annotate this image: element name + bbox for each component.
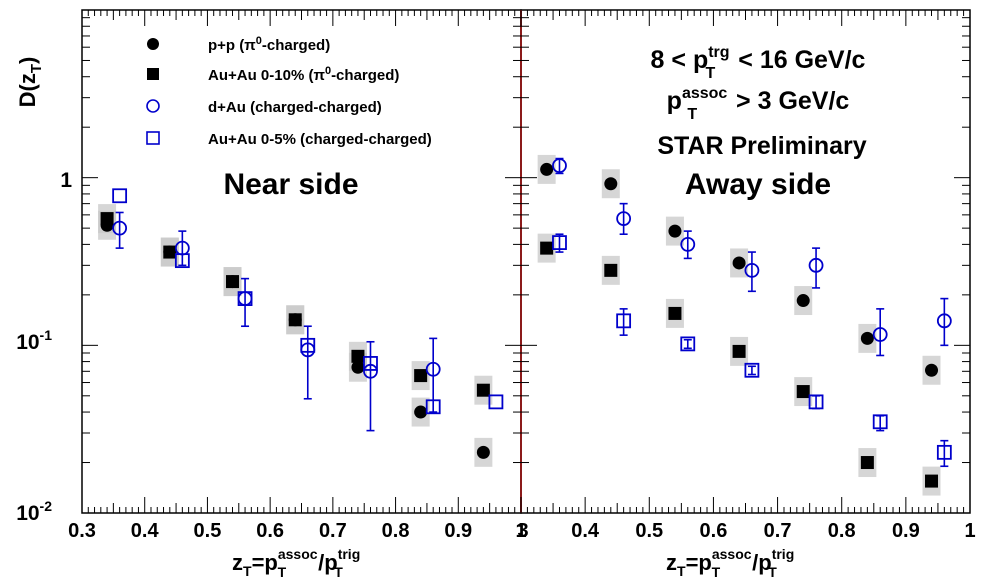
legend-marker-dau [146, 99, 160, 113]
x-tick-label: 0.4 [131, 520, 160, 542]
systematic-bands [98, 154, 941, 496]
data-point-auau-0-10 [414, 369, 428, 383]
legend-marker-pp [147, 38, 159, 50]
data-point-auau-0-5 [425, 399, 441, 415]
x-tick-label: 0.5 [194, 520, 222, 542]
data-point-pp [668, 224, 682, 238]
x-tick-label: 0.9 [444, 520, 472, 542]
x-tick-label: 0.6 [700, 520, 728, 542]
x-tick-label: 0.3 [68, 520, 96, 542]
data-point-dau [808, 257, 824, 273]
legend-marker-auau-010 [147, 68, 159, 80]
x-tick-label: 0.5 [635, 520, 663, 542]
data-point-auau-0-5 [744, 362, 760, 378]
x-axis-labels: zT=passoc T/ptrig T zT=passoc T/ptrig T [232, 546, 794, 580]
data-point-auau-0-10 [100, 212, 114, 226]
legend-label-pp: p+p (π0-charged) [208, 35, 330, 54]
data-point-auau-0-5 [680, 336, 696, 352]
data-point-auau-0-5 [616, 313, 632, 329]
x-tick-label: 3 [517, 520, 528, 542]
data-point-auau-0-5 [300, 337, 316, 353]
data-point-auau-0-10 [351, 349, 365, 363]
x-tick-label: 0.6 [256, 520, 284, 542]
data-point-auau-0-10 [604, 263, 618, 277]
data-point-pp [540, 162, 554, 176]
data-point-dau [552, 158, 567, 174]
trigger-pt-range: 8 < ptrg T < 16 GeV/c [651, 44, 866, 82]
x-tick-label: 0.7 [764, 520, 792, 542]
data-point-auau-0-10 [925, 474, 939, 488]
near-side-frame [81, 9, 522, 514]
data-point-auau-0-5 [112, 188, 128, 204]
data-point-pp [604, 177, 618, 191]
y-axis-label-sub: T [28, 64, 45, 73]
data-point-auau-0-10 [540, 241, 554, 255]
legend-marker-auau-05 [146, 131, 160, 145]
data-point-dau [744, 262, 760, 278]
y-axis-label-main: D(z [15, 73, 40, 107]
x-tick-label: 1 [515, 520, 526, 542]
away-side-title: Away side [685, 168, 831, 201]
data-point-dau [936, 313, 952, 329]
x-tick-label: 0.9 [892, 520, 920, 542]
data-point-dau [425, 361, 441, 377]
data-point-auau-0-5 [237, 291, 253, 306]
data-point-auau-0-10 [226, 275, 240, 289]
data-point-pp [925, 363, 939, 377]
data-markers [100, 158, 952, 488]
data-point-auau-0-5 [552, 235, 567, 250]
data-point-pp [351, 360, 365, 374]
x-tick-label: 0.7 [319, 520, 347, 542]
data-point-auau-0-5 [808, 394, 824, 410]
x-axis-label-left: zT=passoc T/ptrig T [232, 546, 360, 580]
data-point-dau [616, 211, 632, 226]
data-point-pp [414, 405, 428, 419]
data-point-auau-0-5 [174, 253, 190, 269]
data-point-pp [796, 294, 810, 308]
data-point-auau-0-10 [732, 344, 746, 358]
data-point-auau-0-5 [363, 356, 378, 371]
star-preliminary-label: STAR Preliminary [657, 132, 866, 160]
error-bars [115, 157, 949, 468]
axis-ticks [81, 10, 971, 514]
data-point-auau-0-5 [936, 444, 952, 460]
x-tick-label: 1 [964, 520, 975, 542]
data-point-auau-0-5 [488, 394, 504, 410]
legend-label-auau-05: Au+Au 0-5% (charged-charged) [208, 131, 432, 148]
data-point-auau-0-10 [288, 313, 302, 327]
assoc-pt-threshold: passoc T > 3 GeV/c [667, 85, 850, 123]
data-point-auau-0-10 [668, 306, 682, 320]
near-side-title: Near side [223, 168, 358, 201]
legend-label-auau-010: Au+Au 0-10% (π0-charged) [208, 65, 399, 84]
data-point-dau [680, 236, 696, 252]
legend: p+p (π0-charged) Au+Au 0-10% (π0-charged… [146, 35, 432, 148]
data-point-dau [872, 327, 888, 342]
data-point-pp [732, 256, 746, 270]
data-point-dau [112, 220, 128, 236]
legend-label-dau: d+Au (charged-charged) [208, 99, 382, 116]
y-axis-label: D(zT) [15, 57, 45, 108]
x-tick-label: 0.4 [571, 520, 600, 542]
x-tick-labels: 0.3 0.4 0.5 0.6 0.7 0.8 0.9 1 0.4 0.5 0.6 0.7 0.8 0.9… [68, 520, 975, 542]
data-point-auau-0-10 [860, 456, 874, 470]
y-tick-label: 10-2 [16, 498, 52, 525]
data-point-dau [363, 363, 378, 379]
data-point-auau-0-10 [796, 385, 810, 399]
data-point-pp [476, 445, 490, 459]
x-axis-label-right: zT=passoc T/ptrig T [666, 546, 794, 580]
x-tick-label: 0.8 [382, 520, 410, 542]
y-tick-label: 1 [60, 169, 72, 192]
data-point-pp [860, 331, 874, 345]
y-tick-labels: 10-2 10-1 1 [16, 169, 72, 525]
x-tick-label: 0.8 [828, 520, 856, 542]
data-point-auau-0-5 [872, 414, 888, 430]
data-point-auau-0-10 [163, 245, 177, 259]
y-tick-label: 10-1 [16, 327, 52, 354]
data-point-auau-0-10 [476, 383, 490, 397]
trigger-annotation: 8 < ptrg T < 16 GeV/c passoc T > 3 GeV/c S… [651, 44, 867, 160]
